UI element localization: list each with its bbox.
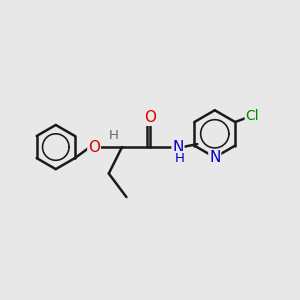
Text: H: H <box>108 129 118 142</box>
Text: N: N <box>209 150 220 165</box>
Text: H: H <box>175 152 184 165</box>
Text: O: O <box>88 140 100 154</box>
Text: Cl: Cl <box>245 109 259 122</box>
Text: N: N <box>172 140 184 154</box>
Text: O: O <box>144 110 156 125</box>
